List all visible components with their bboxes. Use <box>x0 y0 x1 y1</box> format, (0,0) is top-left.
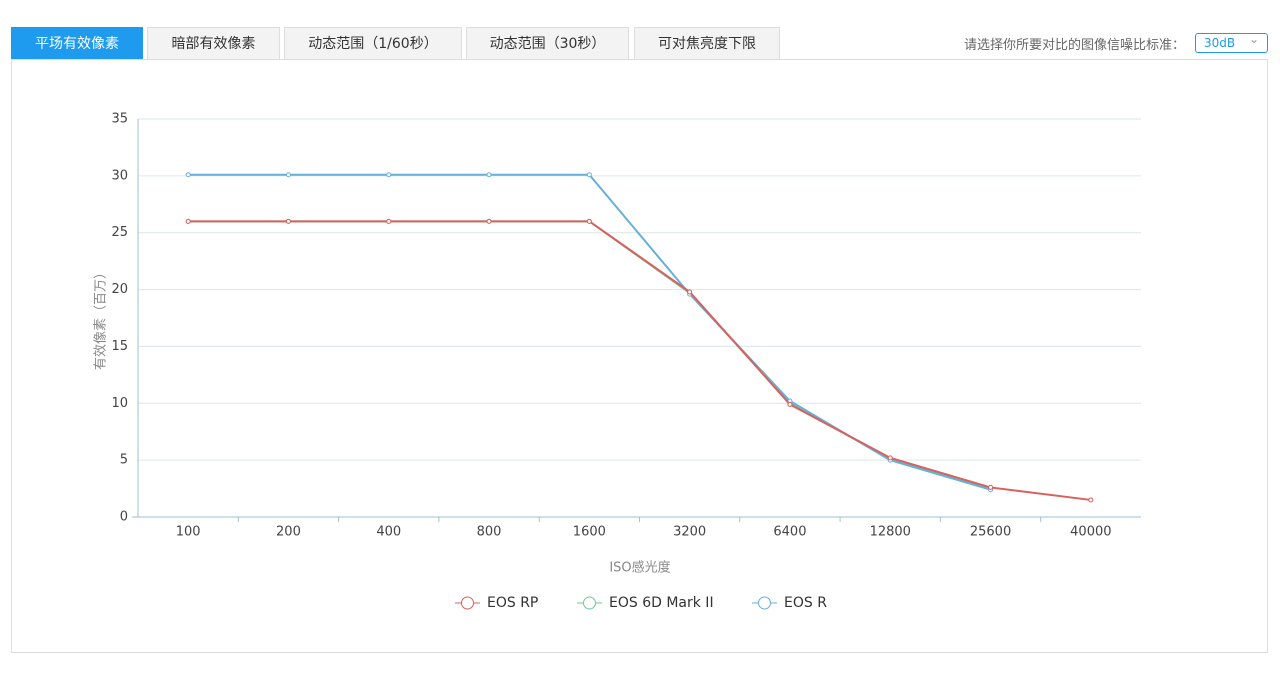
legend-label: EOS 6D Mark II <box>609 595 714 611</box>
y-tick-label: 20 <box>111 282 128 297</box>
legend-label: EOS R <box>784 595 827 611</box>
x-tick-label: 200 <box>276 525 301 540</box>
data-point <box>386 172 392 178</box>
legend-label: EOS RP <box>487 595 538 611</box>
data-point <box>988 484 994 490</box>
data-point <box>486 218 492 224</box>
y-axis-title: 有效像素（百万） <box>94 266 109 370</box>
y-tick-label: 35 <box>111 112 128 127</box>
x-tick-label: 25600 <box>970 525 1011 540</box>
data-point <box>887 455 893 461</box>
tab[interactable]: 平场有效像素 <box>11 27 143 59</box>
x-tick-label: 1600 <box>573 525 606 540</box>
x-tick-label: 3200 <box>673 525 706 540</box>
series-line <box>188 220 1091 501</box>
data-point <box>185 218 191 224</box>
tab[interactable]: 动态范围（1/60秒） <box>284 27 462 59</box>
tab[interactable]: 暗部有效像素 <box>147 27 280 59</box>
selector-label: 请选择你所要对比的图像信噪比标准： <box>963 38 1185 53</box>
data-point <box>486 172 492 178</box>
data-point <box>787 401 793 407</box>
x-tick-label: 100 <box>176 525 201 540</box>
x-tick-label: 12800 <box>870 525 911 540</box>
data-point <box>285 172 291 178</box>
legend-marker <box>583 596 596 610</box>
x-tick-label: 6400 <box>773 525 806 540</box>
data-point <box>687 289 693 295</box>
x-tick-label: 40000 <box>1070 525 1111 540</box>
y-tick-label: 15 <box>111 339 128 354</box>
x-tick-label: 400 <box>376 525 401 540</box>
tab[interactable]: 动态范围（30秒） <box>466 27 629 59</box>
selector[interactable]: 30dB <box>1195 30 1268 53</box>
y-tick-label: 0 <box>120 510 128 525</box>
tab[interactable]: 可对焦亮度下限 <box>634 27 780 59</box>
y-tick-label: 30 <box>111 168 128 183</box>
data-point <box>386 218 392 224</box>
data-point <box>185 172 191 178</box>
y-tick-label: 5 <box>120 453 128 468</box>
legend-marker <box>461 596 474 610</box>
data-point <box>285 218 291 224</box>
data-point <box>586 172 592 178</box>
legend-marker <box>758 596 771 610</box>
x-tick-label: 800 <box>477 525 502 540</box>
chart-frame <box>11 59 1268 653</box>
data-point <box>1088 497 1094 503</box>
x-axis-title: ISO感光度 <box>609 560 670 576</box>
data-point <box>586 218 592 224</box>
y-tick-label: 10 <box>111 396 128 411</box>
y-tick-label: 25 <box>111 225 128 240</box>
